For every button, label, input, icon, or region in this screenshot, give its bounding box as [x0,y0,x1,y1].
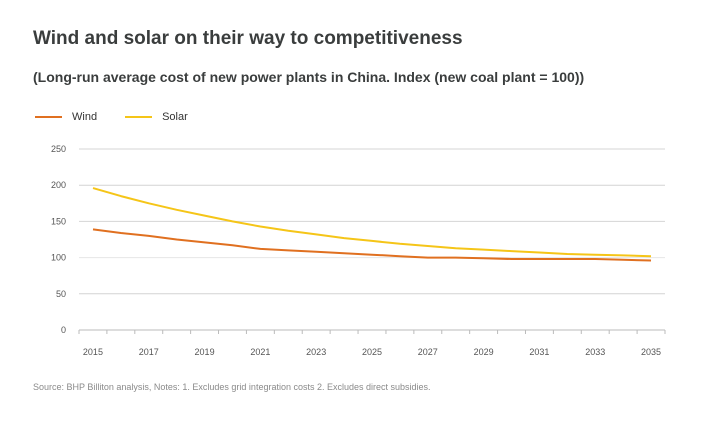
x-tick-label: 2023 [306,347,326,357]
y-tick-label: 250 [51,144,66,154]
legend-label-solar: Solar [162,111,188,123]
x-tick-label: 2021 [250,347,270,357]
x-tick-label: 2029 [474,347,494,357]
chart-subtitle: (Long-run average cost of new power plan… [33,69,585,85]
legend-item-wind: Wind [35,111,97,123]
y-tick-label: 0 [61,325,66,335]
legend-swatch-solar [125,116,153,118]
y-tick-label: 200 [51,180,66,190]
legend-item-solar: Solar [125,111,188,123]
legend-swatch-wind [35,116,62,118]
x-tick-label: 2033 [585,347,605,357]
x-tick-label: 2031 [529,347,549,357]
legend-label-wind: Wind [72,111,98,123]
y-tick-label: 150 [51,216,66,226]
x-tick-label: 2035 [641,347,661,357]
legend: Wind Solar [35,111,216,123]
source-note: Source: BHP Billiton analysis, Notes: 1.… [33,382,431,392]
series-line-solar [92,187,652,258]
series-line-wind [92,228,652,262]
x-tick-label: 2019 [195,347,215,357]
x-tick-label: 2017 [139,347,159,357]
y-tick-label: 100 [51,253,66,263]
x-tick-label: 2025 [362,347,382,357]
x-tick-label: 2027 [418,347,438,357]
chart-title: Wind and solar on their way to competiti… [33,28,463,49]
y-tick-label: 50 [56,289,66,299]
x-tick-label: 2015 [83,347,103,357]
